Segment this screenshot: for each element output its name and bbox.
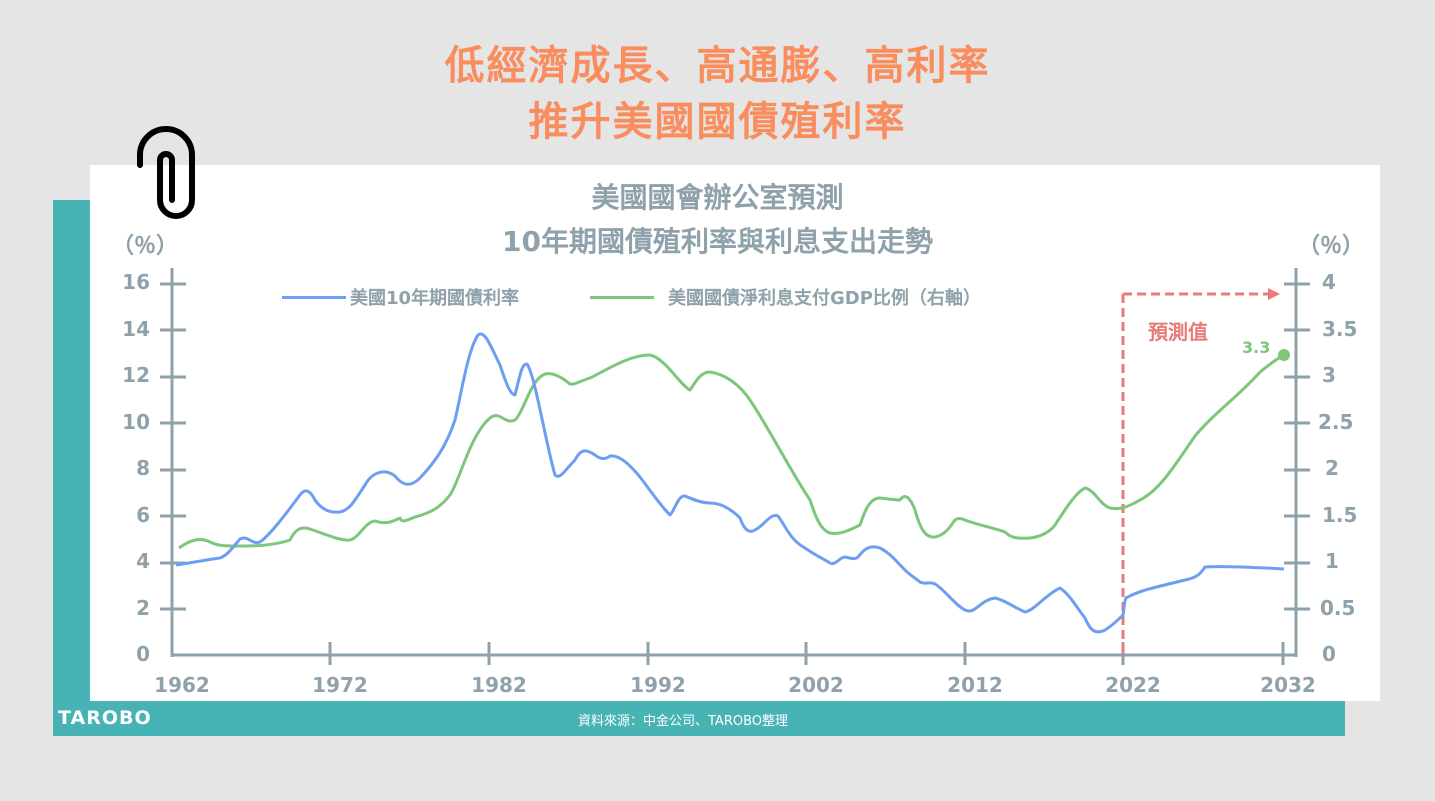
left-axis-unit: （％）: [112, 234, 179, 259]
left-tick: 10: [122, 410, 150, 434]
teal-accent-left: [53, 200, 90, 736]
source-note: 資料來源：中金公司、TAROBO整理: [578, 714, 789, 729]
x-tick: 1982: [471, 673, 527, 697]
paperclip-icon: [137, 126, 195, 219]
right-axis: [1284, 268, 1310, 657]
x-tick: 2022: [1105, 673, 1161, 697]
left-axis: [160, 268, 186, 657]
legend-item-interest-gdp: 美國國債淨利息支付GDP比例（右軸）: [590, 284, 981, 310]
x-tick: 2002: [788, 673, 844, 697]
right-tick: 3: [1322, 363, 1336, 387]
legend-item-10y-yield: 美國10年期國債利率: [282, 284, 519, 310]
headline-line1: 低經濟成長、高通膨、高利率: [444, 43, 991, 89]
right-tick: 0: [1322, 642, 1336, 666]
forecast-bracket: [1121, 292, 1268, 653]
series-interest-gdp-endpoint: [1278, 349, 1290, 361]
chart-title: 美國國會辦公室預測 10年期國債殖利率與利息支出走勢: [0, 176, 1435, 264]
chart-card: [90, 165, 1380, 701]
left-tick: 8: [136, 456, 150, 480]
headline: 低經濟成長、高通膨、高利率 推升美國國債殖利率: [0, 38, 1435, 150]
x-tick: 2032: [1260, 673, 1316, 697]
chart-title-line1: 美國國會辦公室預測: [591, 181, 844, 214]
chart-title-line2: 10年期國債殖利率與利息支出走勢: [502, 225, 933, 258]
left-tick: 14: [122, 317, 150, 341]
x-tick: 1992: [630, 673, 686, 697]
x-tick: 1972: [312, 673, 368, 697]
x-tick: 1962: [154, 673, 210, 697]
left-tick: 12: [122, 363, 150, 387]
end-value-label: 3.3: [1242, 338, 1271, 357]
footer-bar: [53, 701, 1345, 736]
right-tick: 0.5: [1320, 596, 1356, 620]
x-tick: 2012: [947, 673, 1003, 697]
legend-swatch-green: [590, 295, 654, 299]
x-axis: [172, 642, 1296, 665]
left-tick: 2: [136, 596, 150, 620]
left-tick: 0: [136, 642, 150, 666]
legend-label-10y-yield: 美國10年期國債利率: [350, 288, 520, 309]
left-tick: 4: [136, 549, 150, 573]
legend-swatch-blue: [282, 295, 346, 299]
legend-label-interest-gdp: 美國國債淨利息支付GDP比例（右軸）: [668, 288, 981, 309]
right-tick: 1: [1325, 549, 1339, 573]
headline-line2: 推升美國國債殖利率: [528, 99, 907, 145]
right-tick: 2: [1325, 456, 1339, 480]
series-interest-gdp-line: [178, 353, 1285, 550]
right-axis-unit: （％）: [1298, 234, 1365, 259]
left-tick: 6: [136, 503, 150, 527]
right-tick: 1.5: [1322, 503, 1358, 527]
forecast-arrow-icon: [1268, 288, 1280, 300]
right-tick: 2.5: [1318, 410, 1354, 434]
forecast-label: 預測值: [1148, 320, 1208, 344]
tarobo-logo: TAROBO: [58, 707, 152, 729]
series-10y-yield-line: [175, 332, 1285, 634]
right-tick: 3.5: [1322, 317, 1358, 341]
right-tick: 4: [1322, 270, 1336, 294]
left-tick: 16: [122, 270, 150, 294]
